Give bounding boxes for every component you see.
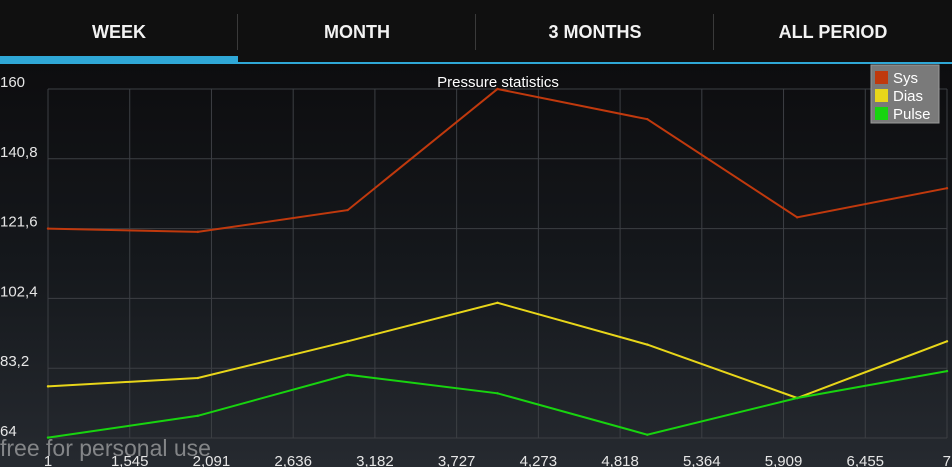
y-tick-label: 140,8	[0, 144, 38, 161]
x-tick-label: 6,455	[846, 453, 884, 467]
tab-all-period-label: ALL PERIOD	[778, 21, 888, 42]
data-point-sys	[346, 208, 349, 212]
x-tick-label: 7	[943, 453, 951, 467]
x-tick-label: 2,636	[274, 453, 312, 467]
data-point-pulse	[795, 396, 799, 400]
data-point-sys	[646, 117, 649, 121]
data-point-pulse	[945, 369, 949, 373]
y-tick-label: 64	[0, 423, 17, 440]
x-tick-label: 5,364	[683, 453, 721, 467]
legend-swatch-dias	[875, 89, 888, 102]
y-tick-label: 83,2	[0, 353, 29, 370]
series-line-pulse	[47, 370, 948, 439]
series-line-dias	[47, 301, 948, 400]
tab-separator	[237, 14, 238, 50]
x-tick-label: 4,273	[520, 453, 558, 467]
data-point-pulse	[646, 433, 649, 436]
data-point-dias	[46, 385, 50, 388]
tab-separator	[475, 14, 476, 50]
pressure-chart: 1 1,545 2,091 2,636 3,182 3,727 4,273 4,818 5,36…	[0, 64, 951, 467]
series-line-sys	[47, 87, 948, 233]
x-tick-label: 1	[44, 453, 52, 467]
tab-week-label: WEEK	[92, 21, 146, 42]
y-tick-label: 102,4	[0, 283, 38, 300]
data-point-sys	[945, 187, 949, 190]
data-point-dias	[196, 376, 200, 380]
x-tick-label: 3,182	[356, 453, 394, 467]
legend-swatch-pulse	[875, 107, 888, 120]
chart-title: Pressure statistics	[437, 74, 559, 91]
tab-all-period[interactable]: ALL PERIOD	[714, 0, 952, 64]
tab-separator	[713, 14, 714, 50]
legend-label-pulse: Pulse	[893, 106, 931, 123]
data-point-pulse	[196, 414, 200, 418]
legend-label-dias: Dias	[893, 88, 923, 105]
data-point-sys	[196, 230, 200, 234]
data-point-dias	[346, 340, 349, 343]
tab-month-indicator	[238, 62, 476, 64]
x-tick-label: 3,727	[438, 453, 476, 467]
y-tick-label: 121,6	[0, 214, 38, 231]
tab-month[interactable]: MONTH	[238, 0, 476, 64]
tab-all-period-indicator	[714, 62, 952, 64]
tab-bar: WEEK MONTH 3 MONTHS ALL PERIOD	[0, 0, 952, 64]
legend-label-sys: Sys	[893, 70, 918, 87]
tab-week[interactable]: WEEK	[0, 0, 238, 64]
tab-week-indicator	[0, 56, 238, 64]
data-point-pulse	[46, 436, 50, 439]
tab-month-label: MONTH	[324, 21, 390, 42]
x-tick-label: 1,545	[111, 453, 149, 467]
tab-3-months-indicator	[476, 62, 714, 64]
x-tick-label: 2,091	[193, 453, 231, 467]
tab-3-months[interactable]: 3 MONTHS	[476, 0, 714, 64]
data-point-sys	[795, 216, 799, 219]
data-point-pulse	[496, 392, 499, 395]
x-tick-label: 4,818	[601, 453, 639, 467]
data-point-pulse	[346, 373, 349, 376]
data-point-dias	[945, 340, 949, 343]
data-point-dias	[496, 301, 499, 304]
chart-area: 1 1,545 2,091 2,636 3,182 3,727 4,273 4,818 5,36…	[0, 64, 952, 467]
data-point-dias	[646, 343, 649, 346]
x-tick-label: 5,909	[765, 453, 803, 467]
y-tick-label: 160	[0, 74, 25, 91]
legend-swatch-sys	[875, 71, 888, 84]
tab-3-months-label: 3 MONTHS	[548, 21, 642, 42]
data-point-sys	[46, 227, 50, 230]
data-point-sys	[496, 87, 499, 91]
